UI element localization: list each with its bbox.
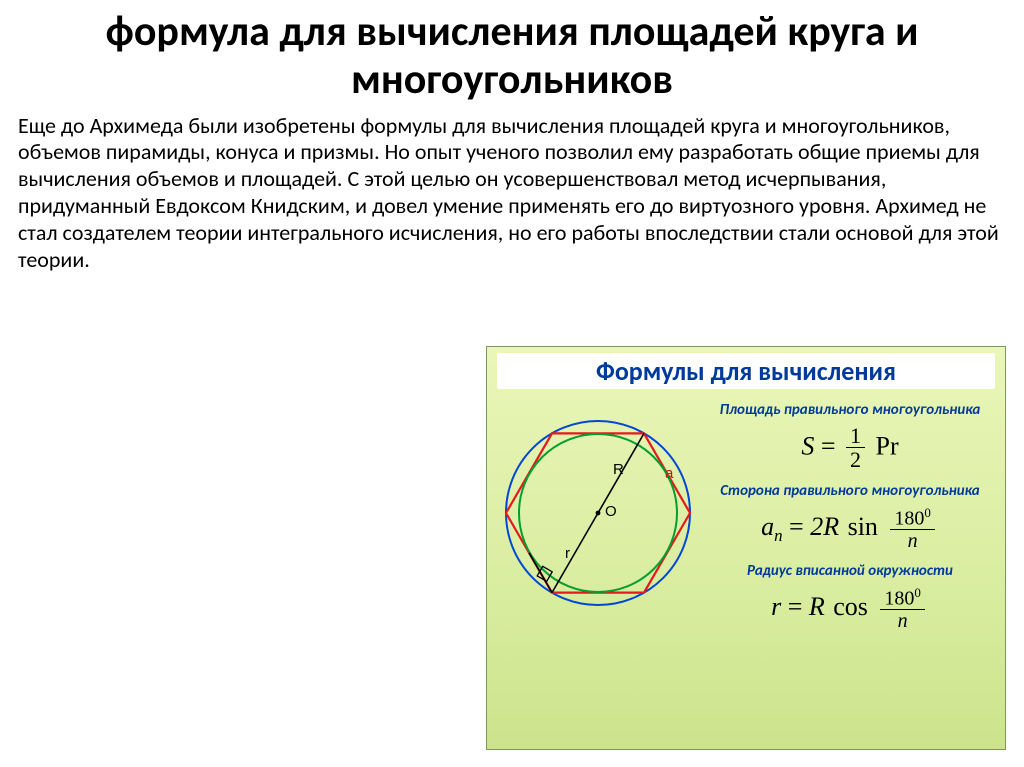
formula-side-sub: n <box>774 526 782 545</box>
slide-title: формула для вычисления площадей круга и … <box>0 0 1024 109</box>
polygon-diagram: R r O a <box>493 403 703 613</box>
label-R: R <box>613 461 624 478</box>
caption-radius: Радиус вписанной окружности <box>703 562 997 580</box>
formula-area-den: 2 <box>846 448 865 472</box>
formula-radius-deg: 0 <box>914 585 921 600</box>
caption-area: Площадь правильного многоугольника <box>703 401 997 419</box>
formula-radius-den: n <box>880 610 925 632</box>
radius-r-line <box>552 513 598 593</box>
formula-radius: r = R cos 1800 n <box>703 586 997 632</box>
formula-area-rhs: Pr <box>876 432 899 461</box>
formula-side-lhs: a <box>761 512 774 541</box>
formula-area-num: 1 <box>846 425 865 448</box>
formula-area: S = 1 2 Pr <box>703 425 997 472</box>
apothem-foot <box>529 553 552 593</box>
label-r: r <box>565 545 570 562</box>
formula-side-num: 180 <box>894 508 924 530</box>
label-O: O <box>605 503 617 520</box>
center-point <box>596 511 601 516</box>
caption-side: Сторона правильного многоугольника <box>703 482 997 500</box>
formula-radius-fn: cos <box>833 592 868 621</box>
diagram-svg <box>493 403 703 613</box>
formula-radius-num: 180 <box>884 588 914 610</box>
formula-card: Формулы для вычисления R r O a Площадь п… <box>486 346 1006 750</box>
card-header: Формулы для вычисления <box>497 353 995 389</box>
label-a: a <box>665 465 673 482</box>
formula-radius-coef: R <box>809 592 825 621</box>
card-body: R r O a Площадь правильного многоугольни… <box>487 397 1005 642</box>
formula-side-fn: sin <box>848 512 878 541</box>
formula-area-lhs: S <box>801 432 814 461</box>
formula-side-den: n <box>890 530 935 552</box>
formula-side-deg: 0 <box>924 505 931 520</box>
formula-side: an = 2R sin 1800 n <box>703 506 997 552</box>
slide-body-text: Еще до Архимеда были изобретены формулы … <box>0 109 1024 274</box>
formula-side-coef: 2R <box>810 512 839 541</box>
formulas-area: Площадь правильного многоугольника S = 1… <box>703 397 1005 642</box>
formula-radius-lhs: r <box>771 592 781 621</box>
